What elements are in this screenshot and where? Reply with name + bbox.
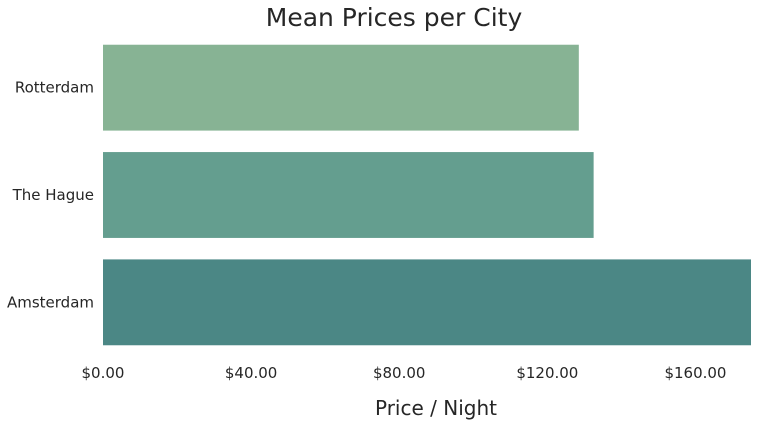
x-tick-labels: $0.00 $40.00 $80.00 $120.00 $160.00 (82, 364, 727, 382)
category-label-rotterdam: Rotterdam (15, 79, 94, 97)
bar-amsterdam (103, 259, 751, 346)
x-axis-label: Price / Night (375, 396, 497, 420)
category-label-amsterdam: Amsterdam (7, 293, 94, 311)
x-tick-label: $40.00 (225, 364, 278, 382)
x-tick-label: $0.00 (82, 364, 125, 382)
bar-rotterdam (103, 44, 579, 131)
x-tick-label: $80.00 (373, 364, 426, 382)
category-labels: Rotterdam The Hague Amsterdam (7, 79, 94, 312)
bars-group (103, 44, 751, 346)
chart-title: Mean Prices per City (266, 3, 523, 32)
x-tick-label: $160.00 (664, 364, 726, 382)
bar-the-hague (103, 152, 594, 238)
category-label-the-hague: The Hague (12, 186, 94, 204)
x-tick-label: $120.00 (516, 364, 578, 382)
